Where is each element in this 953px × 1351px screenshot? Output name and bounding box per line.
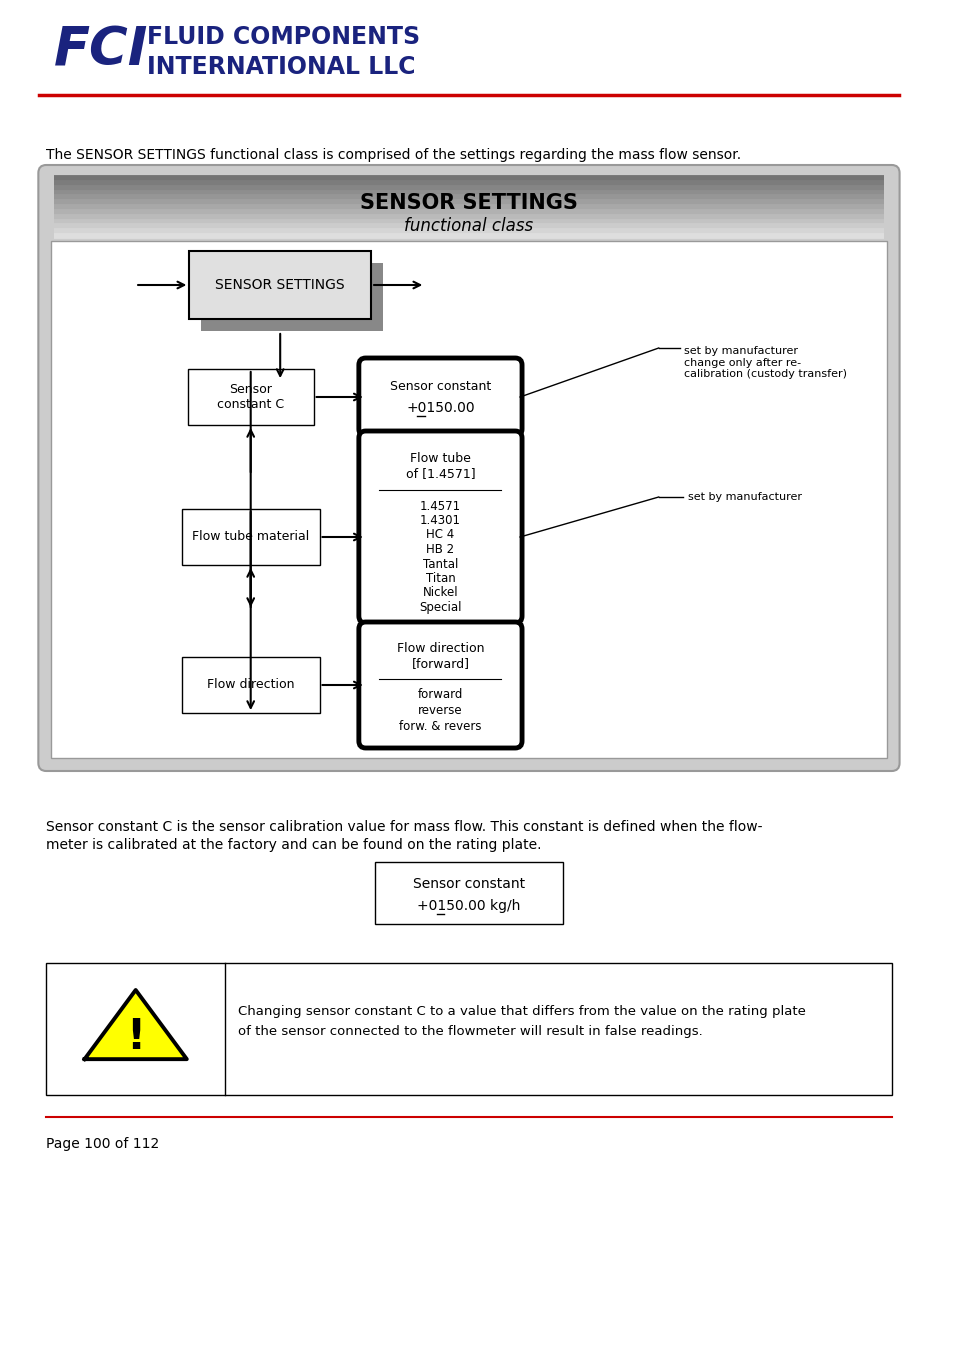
Text: SENSOR SETTINGS: SENSOR SETTINGS: [359, 193, 578, 213]
Text: meter is calibrated at the factory and can be found on the rating plate.: meter is calibrated at the factory and c…: [46, 838, 541, 852]
Text: Flow direction: Flow direction: [396, 643, 484, 655]
Text: INTERNATIONAL LLC: INTERNATIONAL LLC: [148, 55, 416, 78]
FancyBboxPatch shape: [182, 657, 319, 713]
FancyBboxPatch shape: [188, 369, 314, 426]
Text: functional class: functional class: [404, 218, 533, 235]
FancyBboxPatch shape: [46, 963, 891, 1096]
FancyBboxPatch shape: [358, 431, 521, 623]
Text: SENSOR SETTINGS: SENSOR SETTINGS: [215, 278, 345, 292]
FancyBboxPatch shape: [182, 509, 319, 565]
Text: HC 4: HC 4: [426, 528, 454, 542]
Text: [forward]: [forward]: [411, 658, 469, 670]
Text: HB 2: HB 2: [426, 543, 454, 557]
FancyBboxPatch shape: [358, 621, 521, 748]
Text: FLUID COMPONENTS: FLUID COMPONENTS: [148, 26, 420, 49]
FancyBboxPatch shape: [189, 251, 371, 319]
Text: FCI: FCI: [54, 26, 149, 77]
FancyBboxPatch shape: [201, 263, 382, 331]
Text: reverse: reverse: [417, 704, 462, 716]
Text: Flow tube: Flow tube: [410, 451, 471, 465]
Text: Page 100 of 112: Page 100 of 112: [46, 1138, 159, 1151]
Text: of [1.4571]: of [1.4571]: [405, 467, 475, 481]
Text: Sensor
constant C: Sensor constant C: [217, 382, 284, 411]
Text: forw. & revers: forw. & revers: [398, 720, 481, 732]
Text: set by manufacturer: set by manufacturer: [687, 492, 801, 503]
Text: Sensor constant C is the sensor calibration value for mass flow. This constant i: Sensor constant C is the sensor calibrat…: [46, 820, 761, 834]
Text: The SENSOR SETTINGS functional class is comprised of the settings regarding the : The SENSOR SETTINGS functional class is …: [46, 149, 740, 162]
Text: set by manufacturer
change only after re-
calibration (custody transfer): set by manufacturer change only after re…: [683, 346, 846, 380]
Text: Nickel: Nickel: [422, 586, 457, 600]
Text: +0150.00 kg/h: +0150.00 kg/h: [416, 898, 520, 913]
Text: of the sensor connected to the flowmeter will result in false readings.: of the sensor connected to the flowmeter…: [237, 1025, 702, 1038]
Text: Sensor constant: Sensor constant: [390, 380, 491, 393]
Text: Sensor constant: Sensor constant: [413, 877, 524, 892]
FancyBboxPatch shape: [375, 862, 563, 924]
Text: Tantal: Tantal: [422, 558, 457, 570]
Text: Titan: Titan: [425, 571, 455, 585]
FancyBboxPatch shape: [358, 358, 521, 436]
Polygon shape: [85, 990, 187, 1059]
FancyBboxPatch shape: [51, 240, 886, 758]
Text: !: !: [126, 1016, 145, 1058]
Text: 1.4571: 1.4571: [419, 500, 460, 512]
Text: Flow tube material: Flow tube material: [192, 531, 309, 543]
Text: Changing sensor constant C to a value that differs from the value on the rating : Changing sensor constant C to a value th…: [237, 1005, 805, 1019]
Text: Special: Special: [418, 601, 461, 613]
Text: forward: forward: [417, 688, 462, 701]
Text: 1.4301: 1.4301: [419, 513, 460, 527]
FancyBboxPatch shape: [38, 165, 899, 771]
Text: +0150.00: +0150.00: [406, 401, 475, 415]
Text: Flow direction: Flow direction: [207, 678, 294, 692]
